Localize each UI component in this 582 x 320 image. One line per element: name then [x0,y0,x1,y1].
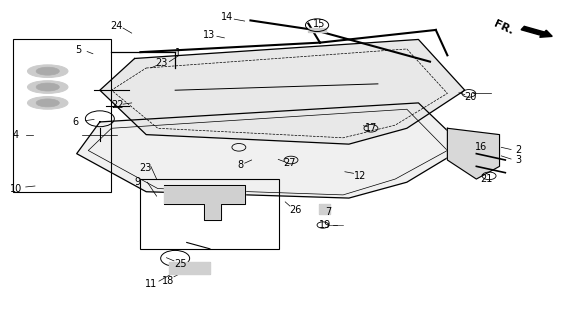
Text: 12: 12 [354,171,367,181]
Text: 7: 7 [325,207,332,217]
FancyArrow shape [521,26,552,37]
Text: 26: 26 [289,205,302,215]
Text: 10: 10 [10,184,22,194]
Text: 19: 19 [318,220,331,230]
Ellipse shape [36,99,59,107]
Text: 23: 23 [139,163,151,173]
Text: 25: 25 [175,259,187,269]
Text: 17: 17 [365,123,377,133]
Polygon shape [164,185,244,220]
Polygon shape [319,204,331,214]
Ellipse shape [27,81,68,93]
Polygon shape [308,28,326,32]
Text: 15: 15 [313,19,325,28]
Text: 1: 1 [175,48,181,58]
Text: 6: 6 [72,117,78,127]
Text: 14: 14 [221,12,233,22]
Text: 20: 20 [464,92,477,101]
Text: 22: 22 [111,100,123,110]
Text: 13: 13 [203,30,215,40]
Text: 2: 2 [515,146,521,156]
Text: 11: 11 [145,279,157,289]
Text: 21: 21 [481,174,493,184]
Text: FR.: FR. [492,19,515,36]
Text: 16: 16 [475,142,487,152]
Ellipse shape [36,67,59,75]
Ellipse shape [27,97,68,109]
Text: 8: 8 [237,160,244,170]
Polygon shape [448,128,499,179]
Polygon shape [100,39,465,144]
Ellipse shape [27,65,68,77]
Text: 23: 23 [155,58,168,68]
Polygon shape [77,103,465,198]
Text: 9: 9 [134,177,141,187]
Text: 4: 4 [13,130,19,140]
Text: 24: 24 [110,21,122,31]
Polygon shape [169,261,210,274]
Ellipse shape [36,83,59,91]
Text: 5: 5 [75,44,81,55]
Text: 27: 27 [283,158,296,168]
Text: 18: 18 [162,276,175,285]
Text: 3: 3 [515,155,521,165]
